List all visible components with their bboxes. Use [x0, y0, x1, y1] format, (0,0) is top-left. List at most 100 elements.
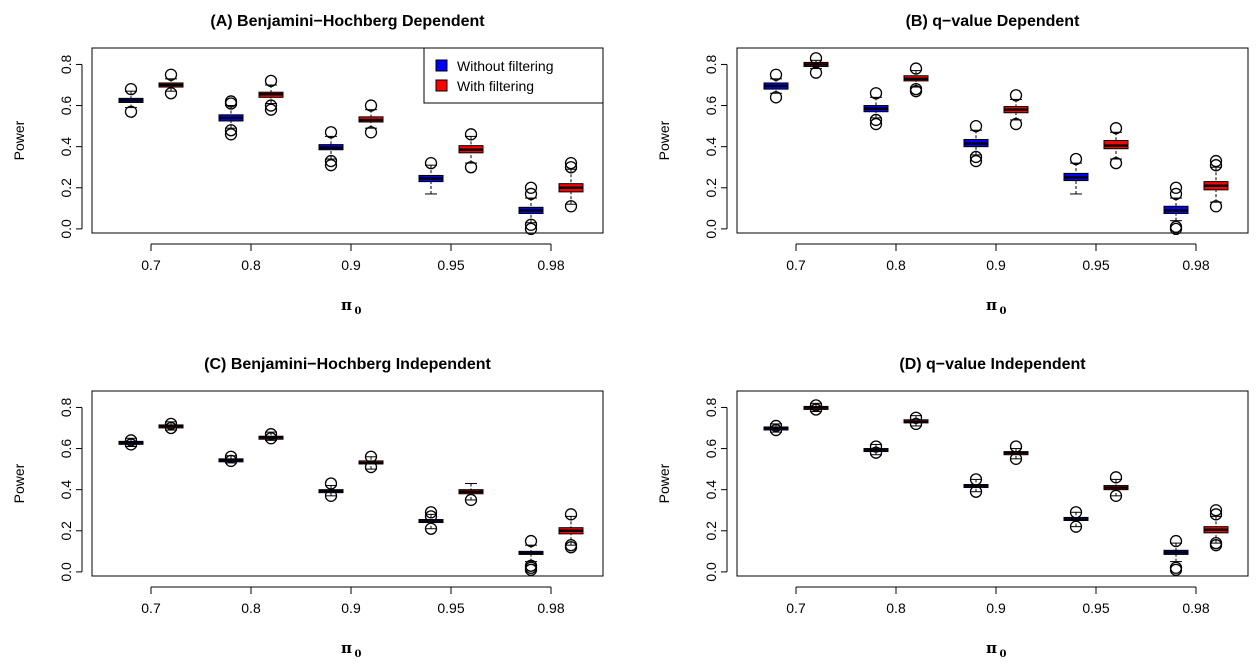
outlier-point: [264, 99, 278, 112]
box-with-filtering: [1003, 89, 1029, 131]
chart-panel-b: (B) q−value Dependent 0.0 0.2 0.4 0.6 0.8 Powe…: [656, 13, 1249, 317]
outlier-point: [124, 438, 138, 451]
y-axis-label: Power: [656, 463, 672, 503]
y-tick-label: 0.4: [703, 480, 719, 500]
outlier-point: [464, 161, 478, 174]
box-without-filtering: [1063, 506, 1089, 533]
outlier-point: [1169, 181, 1183, 194]
chart-panel-a: (A) Benjamini−Hochberg Dependent 0.0 0.2 0.…: [11, 13, 604, 317]
y-tick-label: 0.8: [703, 398, 719, 418]
box-without-filtering: [318, 126, 344, 172]
outlier-point: [364, 450, 378, 463]
x-tick-label: 0.98: [1182, 600, 1209, 616]
y-tick-label: 0.2: [703, 521, 719, 541]
outlier-point: [1169, 534, 1183, 548]
box-with-filtering: [803, 399, 829, 416]
outlier-point: [1069, 152, 1083, 166]
outlier-point: [324, 477, 338, 490]
outlier-point: [969, 150, 983, 164]
box-without-filtering: [118, 82, 144, 118]
outlier-point: [909, 411, 923, 424]
x-tick-label: 0.98: [537, 600, 564, 616]
y-tick-label: 0.4: [58, 137, 74, 157]
x-axis-label-subscript: 0: [1000, 306, 1007, 317]
legend-box: [423, 47, 604, 104]
outlier-point: [364, 126, 378, 139]
x-tick-label: 0.8: [241, 600, 261, 616]
outlier-point: [769, 419, 783, 433]
x-axis-label: π: [341, 296, 352, 314]
x-tick-label: 0.8: [886, 600, 906, 616]
outlier-point: [324, 489, 338, 502]
box-with-filtering: [458, 483, 484, 507]
outlier-point: [524, 181, 538, 194]
y-tick-label: 0.2: [58, 521, 74, 541]
outlier-point: [124, 105, 138, 118]
box-without-filtering: [863, 440, 889, 459]
box-with-filtering: [458, 128, 484, 174]
outlier-point: [869, 87, 883, 100]
legend-label: With filtering: [457, 78, 534, 94]
outlier-point: [1109, 156, 1123, 170]
outlier-point: [1209, 508, 1223, 521]
legend-swatch: [435, 79, 448, 92]
outlier-point: [364, 460, 378, 474]
outlier-point: [969, 485, 983, 498]
box-with-filtering: [1203, 504, 1229, 552]
chart-panel-c: (C) Benjamini−Hochberg Independent 0.0 0.2…: [11, 356, 604, 660]
outlier-point: [1169, 561, 1183, 574]
box-without-filtering: [963, 119, 989, 168]
outlier-point: [224, 95, 238, 108]
box-without-filtering: [863, 87, 889, 131]
x-tick-label: 0.7: [786, 600, 806, 616]
outlier-point: [324, 126, 338, 139]
outlier-point: [124, 82, 138, 96]
outlier-point: [264, 103, 278, 116]
outlier-point: [164, 68, 178, 81]
outlier-point: [224, 450, 238, 463]
box-without-filtering: [963, 473, 989, 498]
y-tick-label: 0.8: [58, 398, 74, 418]
x-tick-label: 0.7: [141, 600, 161, 616]
outlier-point: [809, 52, 823, 65]
outlier-point: [564, 156, 578, 170]
outlier-point: [1209, 200, 1223, 213]
outlier-point: [1009, 440, 1023, 453]
y-tick-label: 0.0: [703, 562, 719, 582]
y-tick-label: 0.6: [703, 439, 719, 459]
chart-title: (A) Benjamini−Hochberg Dependent: [210, 13, 485, 30]
x-tick-label: 0.95: [437, 257, 464, 273]
y-tick-label: 0.0: [703, 219, 719, 239]
outlier-point: [524, 534, 538, 548]
x-tick-label: 0.9: [341, 600, 361, 616]
outlier-point: [909, 62, 923, 75]
outlier-point: [769, 91, 783, 104]
y-axis-label: Power: [11, 463, 27, 503]
outlier-point: [364, 99, 378, 112]
outlier-point: [1209, 154, 1223, 168]
box-without-filtering: [763, 419, 789, 437]
box-with-filtering: [558, 156, 584, 213]
outlier-point: [564, 539, 578, 552]
x-tick-label: 0.95: [1082, 257, 1109, 273]
box-without-filtering: [518, 181, 544, 236]
outlier-point: [1109, 122, 1123, 135]
outlier-point: [869, 117, 883, 131]
outlier-point: [1209, 504, 1223, 517]
box-without-filtering: [318, 477, 344, 502]
outlier-point: [224, 124, 238, 137]
plot-frame: [736, 390, 1249, 577]
outlier-point: [424, 156, 438, 170]
box-with-filtering: [803, 52, 829, 79]
outlier-point: [1009, 452, 1023, 465]
x-tick-label: 0.95: [1082, 600, 1109, 616]
y-tick-label: 0.0: [58, 219, 74, 239]
box-with-filtering: [158, 417, 184, 435]
outlier-point: [264, 428, 278, 441]
outlier-point: [1109, 489, 1123, 502]
outlier-point: [809, 66, 823, 79]
outlier-point: [969, 154, 983, 168]
outlier-point: [464, 493, 478, 507]
x-axis-label-subscript: 0: [355, 306, 362, 317]
